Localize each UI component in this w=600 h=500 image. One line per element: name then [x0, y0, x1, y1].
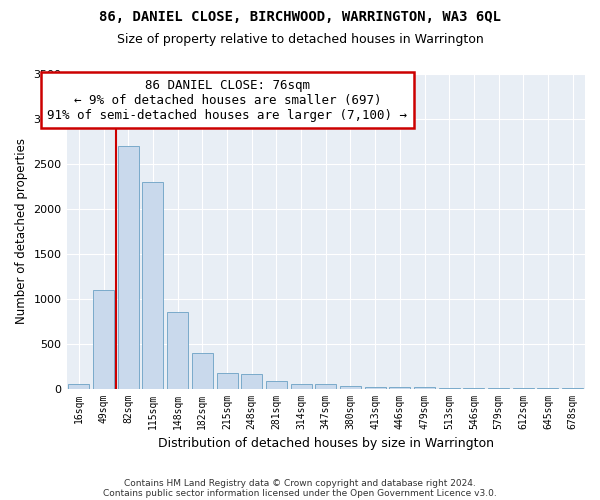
Bar [414, 387, 435, 388]
Text: Size of property relative to detached houses in Warrington: Size of property relative to detached ho… [116, 32, 484, 46]
Bar [340, 386, 361, 388]
Bar [389, 387, 410, 388]
Bar [290, 384, 311, 388]
Bar [315, 384, 336, 388]
Bar [142, 182, 163, 388]
X-axis label: Distribution of detached houses by size in Warrington: Distribution of detached houses by size … [158, 437, 494, 450]
Bar [217, 374, 238, 388]
Text: 86 DANIEL CLOSE: 76sqm
← 9% of detached houses are smaller (697)
91% of semi-det: 86 DANIEL CLOSE: 76sqm ← 9% of detached … [47, 78, 407, 122]
Bar [118, 146, 139, 388]
Text: Contains public sector information licensed under the Open Government Licence v3: Contains public sector information licen… [103, 488, 497, 498]
Bar [192, 352, 213, 388]
Y-axis label: Number of detached properties: Number of detached properties [15, 138, 28, 324]
Bar [266, 382, 287, 388]
Bar [68, 384, 89, 388]
Bar [365, 387, 386, 388]
Bar [241, 374, 262, 388]
Text: 86, DANIEL CLOSE, BIRCHWOOD, WARRINGTON, WA3 6QL: 86, DANIEL CLOSE, BIRCHWOOD, WARRINGTON,… [99, 10, 501, 24]
Bar [167, 312, 188, 388]
Bar [93, 290, 114, 388]
Text: Contains HM Land Registry data © Crown copyright and database right 2024.: Contains HM Land Registry data © Crown c… [124, 478, 476, 488]
